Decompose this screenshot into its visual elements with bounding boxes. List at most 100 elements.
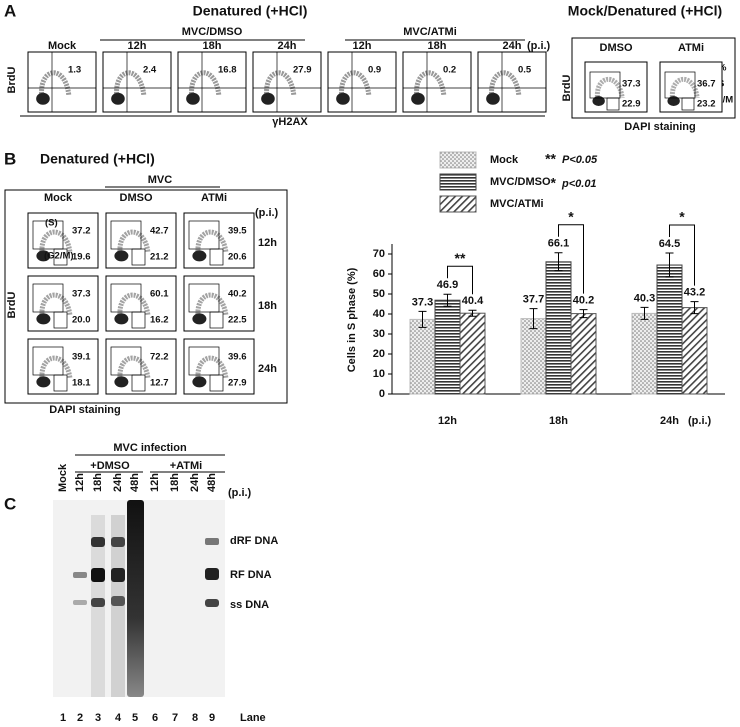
x-tick-label: 24h <box>660 415 679 427</box>
cell-cluster <box>114 70 147 96</box>
gate-value: 19.6 <box>72 252 91 263</box>
lane-number: 9 <box>209 712 215 724</box>
y-tick-label: 20 <box>373 348 385 360</box>
x-tick-label: 12h <box>438 415 457 427</box>
flow-plot <box>477 51 547 113</box>
cell-cluster <box>192 250 207 262</box>
bar <box>631 312 658 395</box>
gate <box>53 248 68 266</box>
gate <box>131 248 146 266</box>
quadrant-value: 16.8 <box>218 65 237 76</box>
group-label: +DMSO <box>90 460 130 472</box>
cell-cluster <box>336 92 350 105</box>
gate <box>110 283 142 313</box>
gate-value: 21.2 <box>150 252 169 263</box>
cell-cluster <box>192 313 207 325</box>
cell-cluster <box>117 355 151 380</box>
cell-cluster <box>195 229 229 254</box>
column-label: DMSO <box>120 192 153 204</box>
quadrant-value: 0.2 <box>443 65 456 76</box>
x-tick-label: 18h <box>549 415 568 427</box>
gate <box>131 374 146 392</box>
value-label: 64.5 <box>659 238 680 250</box>
pi-label: (p.i.) <box>527 40 551 52</box>
y-tick-label: 40 <box>373 308 385 320</box>
gate <box>53 374 68 392</box>
plot-label: 12h <box>353 40 372 52</box>
y-label: BrdU <box>6 67 18 94</box>
y-tick-label: 30 <box>373 328 385 340</box>
significance-mark: * <box>551 175 557 191</box>
legend-label: MVC/DMSO <box>490 176 551 188</box>
error-bar <box>443 293 452 307</box>
group-label: MVC/ATMi <box>403 26 457 38</box>
y-tick-label: 50 <box>373 288 385 300</box>
band-label: ss DNA <box>230 599 269 611</box>
cell-cluster <box>36 313 51 325</box>
panel-label: B <box>4 149 16 168</box>
gate <box>188 283 220 313</box>
significance-bracket <box>447 265 473 295</box>
gate-value: 39.1 <box>72 352 91 363</box>
group-label: MVC <box>148 174 173 186</box>
quadrant-value: 37.3 <box>622 79 641 90</box>
gate-value: 37.3 <box>72 289 91 300</box>
quadrant-value: 2.4 <box>143 65 157 76</box>
panel-frame <box>571 37 736 119</box>
panel-title: Denatured (+HCl) <box>193 3 308 19</box>
cell-cluster <box>114 250 129 262</box>
lane-header: 12h <box>74 473 86 492</box>
pi-label: (p.i.) <box>255 207 279 219</box>
column-label: Mock <box>44 192 73 204</box>
value-label: 43.2 <box>684 287 705 299</box>
cell-cluster <box>39 229 73 254</box>
significance-text: P<0.05 <box>562 154 598 166</box>
lane-header: 48h <box>206 473 218 492</box>
cell-cluster <box>114 376 129 388</box>
quadrant-value: 1.3 <box>68 65 81 76</box>
significance-bracket <box>669 224 695 286</box>
value-label: 40.3 <box>634 292 655 304</box>
cell-cluster <box>114 313 129 325</box>
lane-number: 6 <box>152 712 158 724</box>
gate <box>131 311 146 329</box>
lane-number: 5 <box>132 712 138 724</box>
band-label: dRF DNA <box>230 535 278 547</box>
gate <box>681 97 695 111</box>
value-label: 40.2 <box>573 295 594 307</box>
x-label: DAPI staining <box>624 121 696 133</box>
lane-number: 4 <box>115 712 122 724</box>
value-label: 40.4 <box>462 295 484 307</box>
cell-cluster <box>486 92 500 105</box>
bar <box>434 299 461 395</box>
group-label: MVC/DMSO <box>182 26 243 38</box>
plot-label: 24h <box>278 40 297 52</box>
cell-cluster <box>192 376 207 388</box>
cell-cluster <box>339 70 372 96</box>
error-bar <box>579 309 588 319</box>
gate <box>606 97 620 111</box>
cell-cluster <box>36 250 51 262</box>
error-bar <box>554 252 563 272</box>
gate-value: 72.2 <box>150 352 169 363</box>
lane-label: Lane <box>240 712 266 724</box>
lane-header: 12h <box>149 473 161 492</box>
gate <box>188 220 220 250</box>
lane-header: 18h <box>169 473 181 492</box>
cell-cluster <box>111 92 125 105</box>
cell-cluster <box>195 292 229 317</box>
gate-value: 27.9 <box>228 378 247 389</box>
gate <box>209 374 224 392</box>
gate-value: 60.1 <box>150 289 169 300</box>
significance-mark: ** <box>455 250 466 266</box>
x-label: γH2AX <box>272 116 308 128</box>
cell-cluster <box>489 70 522 96</box>
gate <box>188 346 220 376</box>
legend-swatch <box>439 173 477 191</box>
y-tick-label: 60 <box>373 268 385 280</box>
significance-mark: * <box>568 209 574 225</box>
cell-cluster <box>261 92 275 105</box>
legend-swatch <box>439 195 477 213</box>
lane-header: 24h <box>189 473 201 492</box>
cell-cluster <box>39 70 72 96</box>
